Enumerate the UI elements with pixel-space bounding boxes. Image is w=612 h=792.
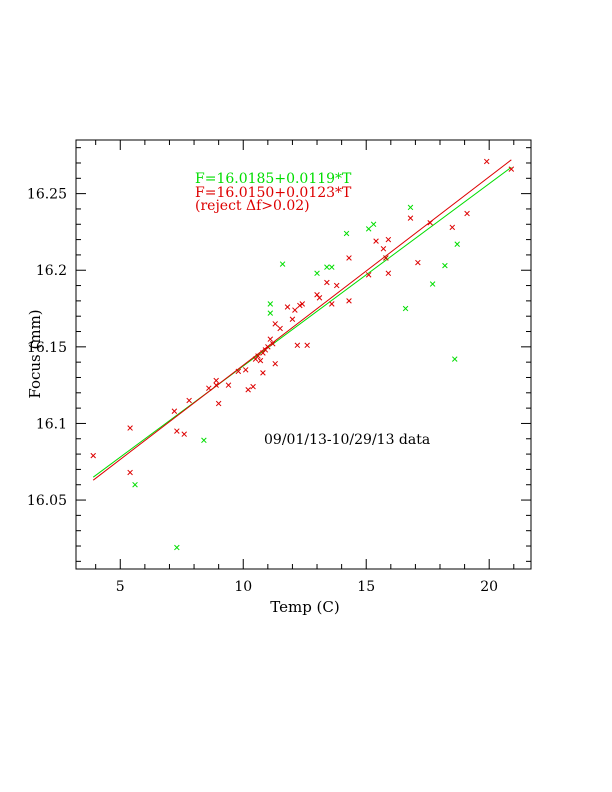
- fit-line: [92, 159, 512, 481]
- data-point: [383, 255, 389, 261]
- y-tick-label: 16.1: [36, 416, 67, 432]
- data-point: [333, 282, 340, 289]
- data-point: [279, 261, 286, 267]
- data-point: [174, 544, 180, 551]
- data-point: [380, 246, 387, 252]
- data-point: [213, 382, 219, 388]
- data-point: [454, 241, 460, 247]
- fit-equation-reject: F=16.0150+0.0123*T: [195, 185, 352, 201]
- data-point: [245, 386, 251, 393]
- data-point: [127, 469, 133, 476]
- data-point: [242, 367, 249, 373]
- data-point: [267, 336, 274, 342]
- data-point: [215, 400, 222, 407]
- data-point: [385, 270, 392, 277]
- data-point: [346, 255, 352, 261]
- fit-equation-all: F=16.0185+0.0119*T: [195, 171, 352, 187]
- data-point: [508, 166, 515, 172]
- data-point: [265, 344, 271, 350]
- y-axis-label: Focus (mm): [26, 309, 44, 398]
- data-point: [292, 307, 298, 313]
- plot-frame: [75, 139, 532, 570]
- data-point: [272, 321, 278, 327]
- data-point: [304, 342, 310, 349]
- data-point: [343, 230, 350, 237]
- data-point: [132, 481, 138, 488]
- data-point: [427, 219, 433, 226]
- fit-line: [92, 166, 512, 478]
- y-tick-label: 16.15: [27, 340, 67, 356]
- data-point: [297, 302, 303, 309]
- data-point: [407, 204, 414, 211]
- data-point: [324, 279, 330, 286]
- y-tick-label: 16.25: [27, 187, 67, 203]
- data-point: [329, 264, 335, 270]
- data-points: [90, 158, 515, 551]
- data-point: [483, 158, 490, 165]
- data-point: [289, 316, 296, 323]
- date-range-label: 09/01/13-10/29/13 data: [264, 432, 430, 448]
- x-tick-label: 20: [480, 579, 498, 595]
- data-point: [257, 357, 264, 364]
- data-point: [299, 301, 306, 307]
- fit-lines: [92, 159, 512, 481]
- x-tick-label: 10: [234, 579, 252, 595]
- x-tick-label: 5: [116, 579, 125, 595]
- data-point: [316, 295, 323, 301]
- data-point: [284, 304, 291, 310]
- data-point: [206, 385, 212, 391]
- data-point: [277, 325, 283, 332]
- y-tick-label: 16.2: [36, 263, 67, 279]
- data-point: [314, 270, 320, 277]
- data-point: [373, 238, 379, 244]
- data-point: [225, 382, 232, 388]
- data-point: [294, 342, 301, 349]
- data-point: [415, 259, 421, 266]
- data-point: [186, 397, 192, 404]
- data-point: [449, 224, 456, 231]
- data-point: [174, 428, 180, 434]
- data-point: [452, 356, 458, 362]
- data-point: [250, 383, 256, 390]
- x-axis-label: Temp (C): [270, 598, 340, 616]
- data-point: [267, 301, 274, 307]
- data-point: [464, 210, 470, 217]
- data-point: [385, 236, 392, 243]
- data-point: [365, 272, 372, 278]
- data-point: [171, 408, 178, 414]
- data-point: [181, 431, 187, 437]
- data-point: [329, 301, 335, 307]
- data-point: [324, 264, 330, 270]
- data-point: [402, 305, 409, 312]
- data-point: [260, 370, 266, 376]
- data-point: [267, 310, 274, 316]
- data-point: [429, 281, 436, 287]
- y-tick-label: 16.05: [27, 493, 67, 509]
- axis-ticks: 5 10 15 20 16.05 16.1 16.15 16.2 16.25: [27, 140, 531, 595]
- data-point: [270, 341, 276, 347]
- data-point: [407, 215, 414, 221]
- data-point: [442, 262, 448, 269]
- reject-note: (reject Δf>0.02): [195, 198, 310, 214]
- data-point: [90, 452, 96, 459]
- data-point: [370, 221, 377, 228]
- data-point: [272, 360, 278, 367]
- data-point: [201, 437, 207, 444]
- data-point: [255, 353, 261, 359]
- x-tick-label: 15: [357, 579, 375, 595]
- data-point: [213, 377, 219, 384]
- data-point: [235, 368, 242, 375]
- data-point: [365, 226, 372, 232]
- data-point: [127, 425, 133, 431]
- data-point: [346, 298, 352, 304]
